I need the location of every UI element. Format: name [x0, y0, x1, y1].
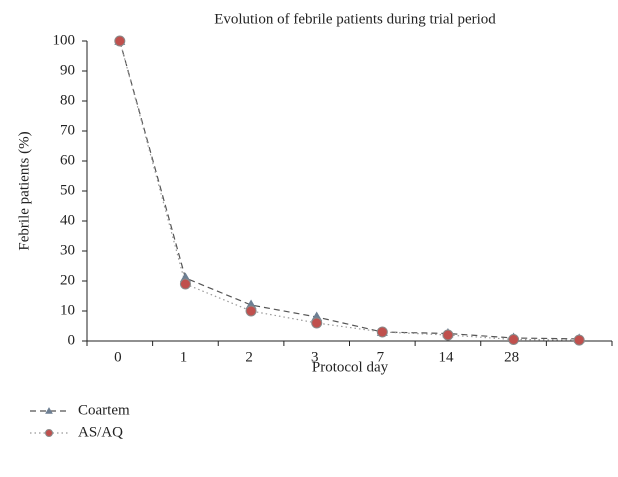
- x-axis-label: Protocol day: [312, 359, 389, 375]
- y-tick-label: 70: [60, 122, 75, 138]
- point: [508, 334, 520, 345]
- point: [311, 317, 323, 329]
- y-tick-label: 10: [60, 302, 75, 318]
- y-tick-label: 0: [68, 332, 76, 348]
- x-tick-label: 1: [180, 349, 188, 365]
- point: [376, 326, 388, 338]
- point: [114, 35, 126, 47]
- series-line: [119, 40, 580, 340]
- y-tick-label: 60: [60, 152, 75, 168]
- x-tick-label: 14: [438, 349, 454, 365]
- point: [45, 407, 53, 414]
- y-tick-label: 90: [60, 62, 75, 78]
- x-tick-label: 3: [311, 349, 319, 365]
- x-tick-label: 7: [377, 349, 385, 365]
- y-tick-label: 50: [60, 182, 75, 198]
- legend-label: AS/AQ: [78, 424, 123, 440]
- x-tick-label: 0: [114, 349, 122, 365]
- legend-label: Coartem: [78, 402, 130, 418]
- point: [245, 305, 257, 317]
- y-tick-label: 40: [60, 212, 75, 228]
- series-line: [119, 40, 580, 341]
- y-tick-label: 100: [53, 32, 76, 48]
- y-tick-label: 80: [60, 92, 75, 108]
- y-tick-label: 30: [60, 242, 75, 258]
- point: [45, 429, 53, 437]
- y-axis-label: Febrile patients (%): [16, 131, 32, 250]
- point: [573, 334, 585, 346]
- point: [179, 278, 191, 290]
- point: [442, 329, 454, 341]
- x-tick-label: 28: [504, 349, 519, 365]
- x-tick-label: 2: [245, 349, 253, 365]
- chart-title: Evolution of febrile patients during tri…: [214, 11, 496, 27]
- y-tick-label: 20: [60, 272, 75, 288]
